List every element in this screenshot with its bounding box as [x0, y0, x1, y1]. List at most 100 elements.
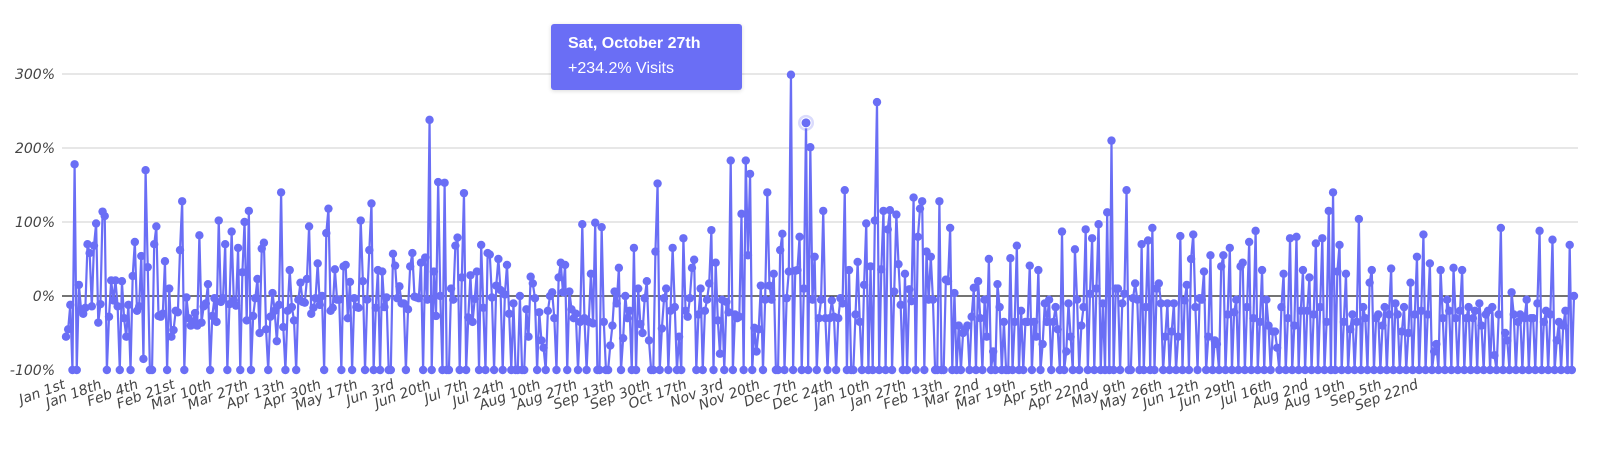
data-point	[1137, 240, 1146, 249]
data-point	[872, 97, 882, 107]
data-point	[1320, 365, 1329, 375]
data-point	[715, 349, 725, 358]
data-point	[1008, 365, 1017, 375]
data-point	[1522, 295, 1531, 304]
data-point	[367, 199, 376, 208]
data-point	[1249, 314, 1258, 323]
data-point	[769, 269, 778, 278]
data-point	[988, 347, 998, 356]
data-point	[541, 365, 550, 375]
data-point	[969, 283, 979, 293]
data-point	[1176, 231, 1185, 241]
data-point	[1229, 308, 1239, 317]
data-point	[461, 365, 471, 375]
data-point	[96, 299, 105, 309]
data-point	[868, 365, 877, 375]
data-point	[909, 193, 918, 202]
data-point	[141, 166, 150, 175]
data-point	[1315, 302, 1325, 312]
data-point	[117, 277, 127, 286]
data-point	[1449, 263, 1458, 273]
data-point	[857, 365, 867, 375]
data-point	[1219, 251, 1228, 260]
data-point	[973, 277, 983, 286]
data-point	[758, 365, 768, 375]
data-point	[494, 254, 503, 264]
data-point	[1107, 136, 1116, 145]
data-point	[143, 262, 152, 272]
data-point	[330, 265, 340, 274]
data-point	[1479, 365, 1488, 375]
data-point	[500, 290, 510, 299]
data-point	[1451, 314, 1460, 323]
data-point	[91, 219, 101, 228]
data-point	[1298, 265, 1308, 275]
data-point	[244, 206, 254, 216]
data-point	[991, 365, 1000, 375]
data-point	[1569, 291, 1579, 301]
data-point	[806, 143, 815, 152]
data-point	[227, 227, 236, 236]
data-point	[276, 188, 286, 197]
data-point	[268, 288, 277, 298]
data-point	[134, 302, 144, 311]
data-point	[982, 332, 991, 341]
data-point	[642, 277, 652, 286]
data-point	[1565, 240, 1574, 250]
data-point	[724, 308, 733, 317]
data-point	[756, 281, 766, 290]
data-point	[240, 217, 249, 227]
data-point	[341, 260, 350, 270]
data-point	[831, 365, 841, 375]
data-point	[623, 314, 632, 323]
data-point	[621, 291, 630, 301]
data-point	[1470, 306, 1480, 315]
data-point	[1098, 299, 1108, 308]
data-point	[855, 317, 864, 327]
data-point	[1333, 267, 1342, 276]
data-point	[892, 210, 901, 219]
data-point	[1318, 234, 1327, 243]
data-point	[296, 278, 305, 287]
data-point	[612, 299, 621, 308]
data-point	[1389, 365, 1398, 375]
data-point	[1361, 314, 1370, 323]
data-point	[485, 250, 494, 259]
data-point	[1423, 310, 1432, 319]
data-point	[720, 365, 729, 375]
y-tick-label: -100%	[10, 363, 55, 379]
data-point	[603, 365, 613, 375]
data-point	[130, 237, 140, 247]
data-point	[877, 265, 886, 274]
data-point	[664, 365, 673, 375]
data-point	[797, 365, 806, 375]
data-point	[859, 280, 869, 290]
data-point	[1133, 295, 1142, 304]
data-point	[1561, 306, 1570, 315]
data-point	[1550, 365, 1559, 375]
data-point	[649, 365, 658, 375]
data-point	[1492, 365, 1501, 375]
y-tick-label: 0%	[33, 289, 55, 305]
data-point	[94, 318, 103, 327]
data-point	[1214, 365, 1224, 375]
data-point	[1466, 365, 1475, 375]
data-point	[89, 241, 99, 250]
data-point	[851, 310, 860, 319]
data-point	[1464, 302, 1473, 312]
data-point	[1016, 306, 1026, 315]
data-point	[1292, 232, 1301, 241]
data-point	[1126, 365, 1136, 375]
data-point	[739, 365, 748, 375]
data-point	[883, 225, 892, 234]
data-point	[242, 316, 251, 325]
data-point	[1374, 310, 1383, 319]
data-point	[862, 219, 871, 228]
data-point	[1367, 265, 1376, 275]
data-point	[313, 259, 322, 268]
data-point	[423, 295, 432, 304]
data-point	[915, 204, 925, 213]
data-point	[350, 294, 359, 303]
data-point	[119, 314, 129, 323]
